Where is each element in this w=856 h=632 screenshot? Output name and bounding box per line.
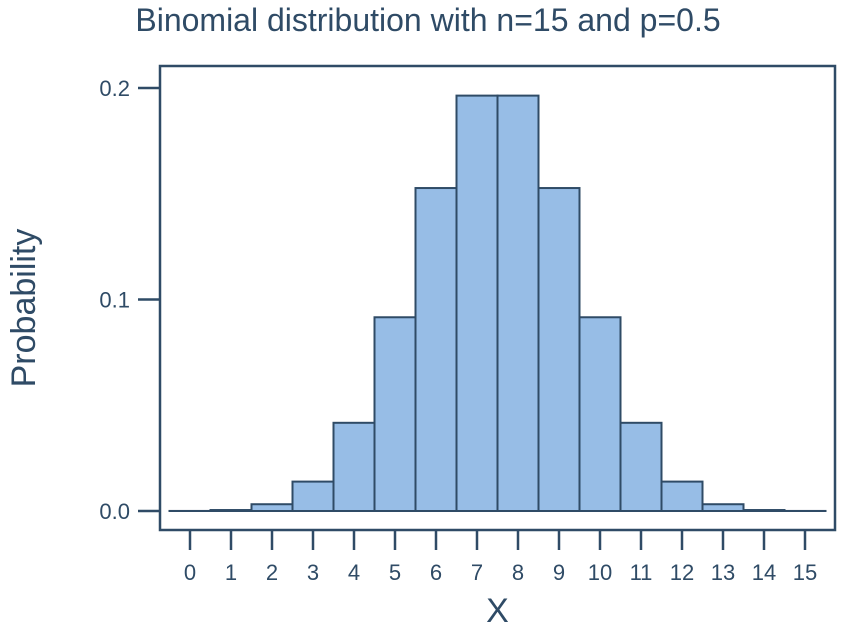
bar-x-5 [373, 316, 417, 512]
x-tick-label: 7 [471, 560, 483, 585]
x-tick-label: 13 [711, 560, 735, 585]
y-axis-label: Probability [5, 229, 43, 388]
bar-x-9 [537, 187, 581, 513]
x-tick-label: 4 [348, 560, 360, 585]
chart-title: Binomial distribution with n=15 and p=0.… [135, 2, 721, 38]
x-tick-label: 6 [430, 560, 442, 585]
bar-x-10 [578, 316, 622, 512]
x-tick-label: 10 [588, 560, 612, 585]
y-tick-label: 0.2 [99, 76, 130, 101]
x-tick-label: 15 [793, 560, 817, 585]
bar-x-7 [455, 94, 499, 512]
bar-x-6 [414, 187, 458, 513]
bar-x-3 [291, 480, 335, 513]
x-tick-label: 2 [266, 560, 278, 585]
bar-x-2 [250, 503, 294, 512]
bar-x-11 [619, 421, 663, 513]
bars-group [168, 94, 827, 513]
x-axis-ticks: 0 1 2 3 4 5 6 7 8 9 10 11 12 13 14 15 [184, 530, 817, 585]
x-tick-label: 14 [752, 560, 776, 585]
bar-x-13 [701, 503, 745, 512]
y-tick-label: 0.0 [99, 499, 130, 524]
x-tick-label: 1 [225, 560, 237, 585]
x-tick-label: 0 [184, 560, 196, 585]
bar-x-8 [496, 94, 540, 512]
y-tick-label: 0.1 [99, 288, 130, 313]
x-tick-label: 3 [307, 560, 319, 585]
x-tick-label: 8 [512, 560, 524, 585]
y-axis-ticks: 0.0 0.1 0.2 [99, 76, 160, 524]
bar-x-12 [660, 480, 704, 513]
x-tick-label: 9 [553, 560, 565, 585]
bar-x-4 [332, 421, 376, 513]
x-axis-label: X [486, 592, 509, 630]
plot-frame [158, 64, 837, 532]
x-tick-label: 5 [389, 560, 401, 585]
x-tick-label: 11 [630, 560, 653, 585]
x-tick-label: 12 [670, 560, 694, 585]
